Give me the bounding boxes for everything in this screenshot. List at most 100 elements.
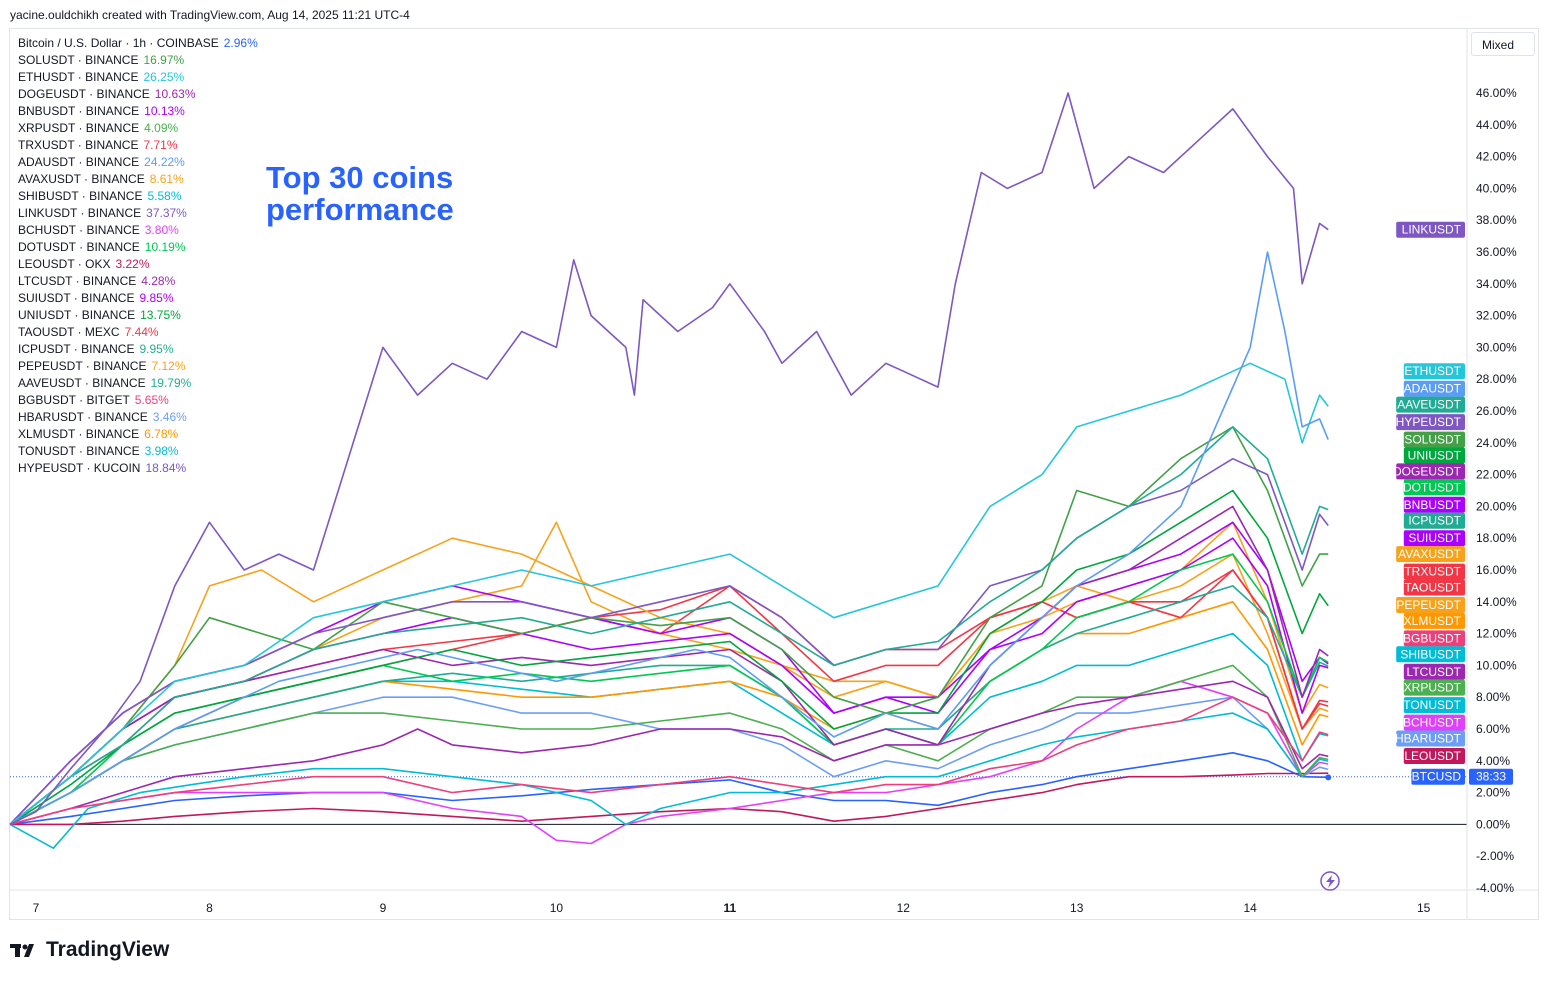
legend-symbol: BGBUSDT · BITGET bbox=[18, 393, 130, 407]
series-tag-label: TRXUSDT bbox=[1404, 565, 1461, 579]
series-tag-bgbusdt bbox=[1403, 630, 1465, 647]
legend-item[interactable]: BCHUSDT · BINANCE 3.80% bbox=[18, 222, 258, 239]
x-tick-label: 13 bbox=[1070, 901, 1084, 915]
chart-frame bbox=[9, 28, 1539, 920]
legend-item[interactable]: LINKUSDT · BINANCE 37.37% bbox=[18, 205, 258, 222]
series-tag-label: UNIUSDT bbox=[1408, 449, 1462, 463]
legend-change: 37.37% bbox=[146, 206, 187, 220]
legend-item[interactable]: DOGEUSDT · BINANCE 10.63% bbox=[18, 86, 258, 103]
legend-symbol: TRXUSDT · BINANCE bbox=[18, 138, 139, 152]
y-tick-label: 42.00% bbox=[1476, 150, 1517, 164]
btc-last-point bbox=[1325, 774, 1332, 781]
series-line-adausdt bbox=[9, 251, 1329, 826]
legend-item[interactable]: ADAUSDT · BINANCE 24.22% bbox=[18, 154, 258, 171]
lightning-icon-ring bbox=[1320, 871, 1340, 891]
series-tag-btcusd bbox=[1411, 768, 1465, 785]
y-tick-label: 26.00% bbox=[1476, 404, 1517, 418]
legend-item[interactable]: TAOUSDT · MEXC 7.44% bbox=[18, 324, 258, 341]
series-tag-label: TONUSDT bbox=[1403, 698, 1461, 712]
legend-change: 8.61% bbox=[149, 172, 184, 186]
legend-item[interactable]: LTCUSDT · BINANCE 4.28% bbox=[18, 273, 258, 290]
legend-item[interactable]: BGBUSDT · BITGET 5.65% bbox=[18, 392, 258, 409]
legend-symbol: SUIUSDT · BINANCE bbox=[18, 291, 135, 305]
scale-mode-button[interactable]: Mixed bbox=[1471, 32, 1535, 56]
series-line-bchusdt bbox=[9, 680, 1329, 845]
legend-item[interactable]: SUIUSDT · BINANCE 9.85% bbox=[18, 290, 258, 307]
legend-symbol: SOLUSDT · BINANCE bbox=[18, 53, 139, 67]
y-tick-label: -2.00% bbox=[1476, 849, 1514, 863]
y-tick-label: 12.00% bbox=[1476, 627, 1517, 641]
legend-item[interactable]: XRPUSDT · BINANCE 4.09% bbox=[18, 120, 258, 137]
series-line-uniusdt bbox=[9, 489, 1329, 826]
y-tick-label: 2.00% bbox=[1476, 786, 1510, 800]
legend-item[interactable]: LEOUSDT · OKX 3.22% bbox=[18, 256, 258, 273]
legend-change: 3.22% bbox=[115, 257, 150, 271]
legend-item[interactable]: TRXUSDT · BINANCE 7.71% bbox=[18, 137, 258, 154]
legend-item[interactable]: UNIUSDT · BINANCE 13.75% bbox=[18, 307, 258, 324]
series-tag-label: BTCUSD bbox=[1412, 770, 1462, 784]
legend-symbol: XLMUSDT · BINANCE bbox=[18, 427, 140, 441]
series-tag-xrpusdt bbox=[1403, 679, 1465, 696]
legend-item[interactable]: XLMUSDT · BINANCE 6.78% bbox=[18, 426, 258, 443]
legend-symbol: Bitcoin / U.S. Dollar · 1h · COINBASE bbox=[18, 36, 219, 50]
legend-symbol: AVAXUSDT · BINANCE bbox=[18, 172, 145, 186]
series-tag-solusdt bbox=[1403, 431, 1465, 448]
y-tick-label: 32.00% bbox=[1476, 309, 1517, 323]
legend-change: 3.98% bbox=[144, 444, 179, 458]
series-tag-dogeusdt bbox=[1396, 463, 1465, 480]
legend-item[interactable]: AAVEUSDT · BINANCE 19.79% bbox=[18, 375, 258, 392]
legend-item[interactable]: TONUSDT · BINANCE 3.98% bbox=[18, 443, 258, 460]
legend-change: 2.96% bbox=[223, 36, 258, 50]
y-tick-label: 38.00% bbox=[1476, 213, 1517, 227]
series-line-solusdt bbox=[9, 426, 1329, 826]
legend-symbol: SHIBUSDT · BINANCE bbox=[18, 189, 143, 203]
legend-item[interactable]: ETHUSDT · BINANCE 26.25% bbox=[18, 69, 258, 86]
legend-symbol: BCHUSDT · BINANCE bbox=[18, 223, 140, 237]
legend-item[interactable]: SOLUSDT · BINANCE 16.97% bbox=[18, 52, 258, 69]
lightning-icon[interactable] bbox=[1320, 871, 1340, 891]
legend-symbol: TAOUSDT · MEXC bbox=[18, 325, 120, 339]
series-tag-ethusdt bbox=[1403, 363, 1465, 380]
legend-item[interactable]: DOTUSDT · BINANCE 10.19% bbox=[18, 239, 258, 256]
series-line-aaveusdt bbox=[9, 426, 1329, 826]
legend-item[interactable]: SHIBUSDT · BINANCE 5.58% bbox=[18, 188, 258, 205]
series-line-linkusdt bbox=[9, 92, 1329, 826]
y-tick-label: 40.00% bbox=[1476, 181, 1517, 195]
legend-change: 3.80% bbox=[144, 223, 179, 237]
legend-item[interactable]: AVAXUSDT · BINANCE 8.61% bbox=[18, 171, 258, 188]
legend-item[interactable]: BNBUSDT · BINANCE 10.13% bbox=[18, 103, 258, 120]
legend-change: 4.28% bbox=[141, 274, 176, 288]
y-tick-label: 0.00% bbox=[1476, 817, 1510, 831]
legend-item[interactable]: HYPEUSDT · KUCOIN 18.84% bbox=[18, 460, 258, 477]
legend-symbol: DOTUSDT · BINANCE bbox=[18, 240, 140, 254]
legend-symbol: TONUSDT · BINANCE bbox=[18, 444, 140, 458]
series-tag-label: BCHUSDT bbox=[1403, 716, 1462, 730]
series-line-tonusdt bbox=[9, 712, 1329, 849]
legend-item[interactable]: PEPEUSDT · BINANCE 7.12% bbox=[18, 358, 258, 375]
legend-change: 18.84% bbox=[145, 461, 187, 475]
series-tag-ltcusdt bbox=[1403, 663, 1465, 680]
legend-item[interactable]: Bitcoin / U.S. Dollar · 1h · COINBASE 2.9… bbox=[18, 35, 258, 52]
series-tag-xlmusdt bbox=[1403, 612, 1465, 629]
x-tick-label: 11 bbox=[723, 901, 736, 915]
series-tag-label: LEOUSDT bbox=[1404, 749, 1461, 763]
series-tag-label: BNBUSDT bbox=[1404, 498, 1462, 512]
legend-symbol: LINKUSDT · BINANCE bbox=[18, 206, 142, 220]
y-tick-label: 14.00% bbox=[1476, 595, 1517, 609]
countdown-label: 38:33 bbox=[1476, 770, 1506, 784]
series-tag-bchusdt bbox=[1403, 714, 1465, 731]
legend-item[interactable]: HBARUSDT · BINANCE 3.46% bbox=[18, 409, 258, 426]
series-line-dogeusdt bbox=[9, 505, 1329, 826]
legend-change: 5.58% bbox=[147, 189, 182, 203]
legend-item[interactable]: ICPUSDT · BINANCE 9.95% bbox=[18, 341, 258, 358]
legend-change: 3.46% bbox=[152, 410, 187, 424]
brand-name: TradingView bbox=[46, 938, 170, 961]
legend-change: 10.19% bbox=[144, 240, 186, 254]
y-tick-label: 30.00% bbox=[1476, 340, 1517, 354]
series-tag-label: DOGEUSDT bbox=[1393, 464, 1462, 478]
y-tick-label: 18.00% bbox=[1476, 531, 1517, 545]
legend-change: 6.78% bbox=[144, 427, 179, 441]
tradingview-logo: TradingView bbox=[10, 938, 169, 962]
legend-symbol: AAVEUSDT · BINANCE bbox=[18, 376, 146, 390]
